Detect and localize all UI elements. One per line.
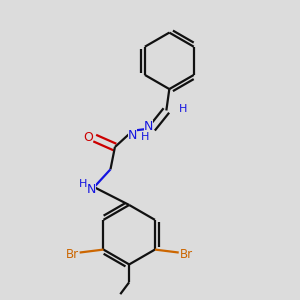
Text: Br: Br: [180, 248, 193, 260]
Text: O: O: [83, 131, 93, 144]
Text: H: H: [79, 179, 87, 189]
Text: H: H: [178, 104, 187, 114]
Text: N: N: [144, 120, 153, 133]
Text: H: H: [141, 132, 149, 142]
Text: N: N: [128, 129, 137, 142]
Text: N: N: [87, 183, 96, 196]
Text: Br: Br: [66, 248, 79, 260]
